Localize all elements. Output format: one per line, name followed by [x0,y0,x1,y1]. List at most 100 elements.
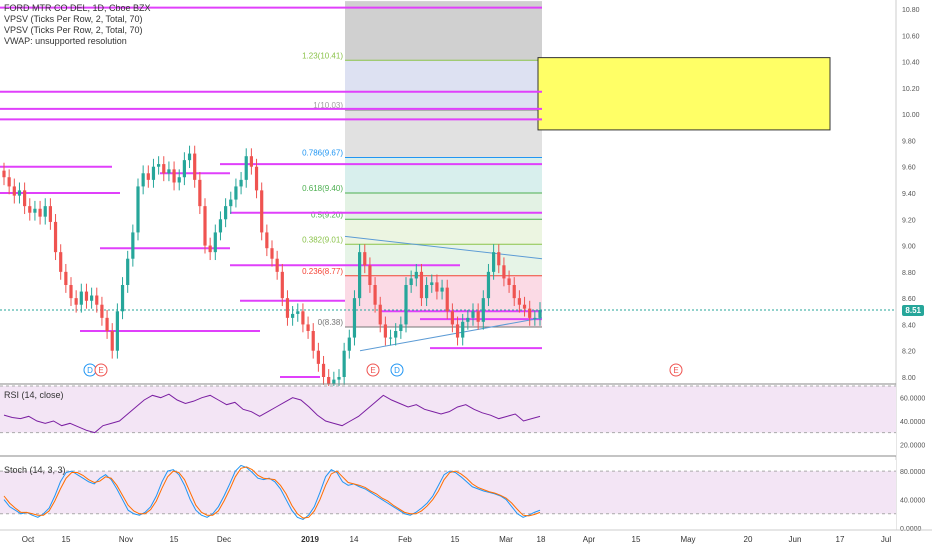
candle-body [404,285,408,325]
time-label: Jul [881,535,891,544]
time-label: Feb [398,535,412,544]
candle-body [208,245,212,253]
candle-body [388,337,393,339]
event-label: D [87,366,93,375]
candle-body [43,206,47,217]
candle-body [291,313,295,318]
candle-body [7,177,11,187]
candle-body [368,265,372,285]
candle-body [23,190,27,207]
candle-body [466,317,470,322]
time-label: 2019 [301,535,319,544]
time-label: 15 [170,535,179,544]
candle-body [327,377,331,384]
candle-body [275,258,279,272]
time-label: 15 [632,535,641,544]
candle-body [115,311,119,351]
candle-body [157,164,161,167]
time-label: 20 [744,535,753,544]
stoch-label[interactable]: Stoch (14, 3, 3) [4,465,66,475]
candle-body [74,298,78,305]
price-tick: 8.00 [902,375,916,382]
candle-body [440,287,444,292]
candle-body [455,324,460,338]
candle-body [182,160,186,178]
candle-body [126,258,130,285]
candle-body [79,291,83,305]
candle-body [321,363,326,377]
candle-body [69,285,73,299]
candle-body [296,311,300,314]
time-label: Mar [499,535,513,544]
stoch-tick: 40.0000 [900,498,925,505]
candle-body [383,324,387,338]
candle-body [399,324,403,331]
candle-body [471,311,475,318]
event-label: D [394,366,400,375]
candle-body [229,199,233,207]
candle-body [486,271,491,299]
fib-label: 1(10.03) [313,101,343,110]
price-tick: 9.80 [902,138,916,145]
candle-body [301,311,305,325]
time-label: Nov [119,535,133,544]
stoch-k-line [3,464,541,521]
candle-body [38,208,42,217]
candle-body [373,285,377,305]
candle-body [84,291,89,301]
candle-body [316,350,320,364]
fib-band [345,110,542,158]
event-label: E [673,366,678,375]
candle-body [352,298,357,338]
candle-body [218,219,223,233]
price-tick: 9.00 [902,244,916,251]
candle-body [244,156,248,180]
price-tick: 10.60 [902,33,920,40]
candle-body [270,248,274,259]
time-label: 15 [62,535,71,544]
candle-body [285,298,290,318]
rsi-label[interactable]: RSI (14, close) [4,390,64,400]
time-label: May [680,535,695,544]
event-marker [94,363,108,377]
price-tick: 10.40 [902,60,920,67]
candle-body [476,311,480,322]
current-price-tag: 8.51 [902,305,924,316]
price-tick: 10.20 [902,86,920,93]
candle-body [332,379,336,384]
candle-body [445,287,449,312]
indicator-vpsv-2[interactable]: VPSV (Ticks Per Row, 2, Total, 70) [4,25,143,35]
candle-body [342,350,346,377]
rsi-tick: 60.0000 [900,396,925,403]
fib-band [345,157,542,193]
candle-body [419,271,424,299]
candle-body [502,265,506,279]
target-box [537,57,831,131]
fib-label: 0.236(8.77) [302,267,343,276]
candle-body [533,317,537,319]
time-label: Dec [217,535,231,544]
candle-body [430,282,434,285]
stoch-tick: 80.0000 [900,469,925,476]
candle-body [347,337,351,351]
fib-band [345,193,542,220]
symbol-title[interactable]: FORD MTR CO DEL, 1D, Cboe BZX [4,3,151,13]
time-label: Jun [789,535,802,544]
candle-body [234,186,238,200]
time-label: 18 [537,535,546,544]
event-label: E [370,366,375,375]
fib-label: 0.618(9.40) [302,184,343,193]
candle-body [177,177,181,183]
indicator-vwap[interactable]: VWAP: unsupported resolution [4,36,127,46]
candle-body [522,304,527,309]
fib-label: 0.382(9.01) [302,235,343,244]
candle-body [17,190,22,196]
price-tick: 8.40 [902,322,916,329]
wedge-upper [344,235,543,260]
candle-body [203,206,207,246]
indicator-vpsv-1[interactable]: VPSV (Ticks Per Row, 2, Total, 70) [4,14,143,24]
candle-body [141,173,145,187]
fib-band [345,60,542,111]
candle-body [280,271,284,299]
